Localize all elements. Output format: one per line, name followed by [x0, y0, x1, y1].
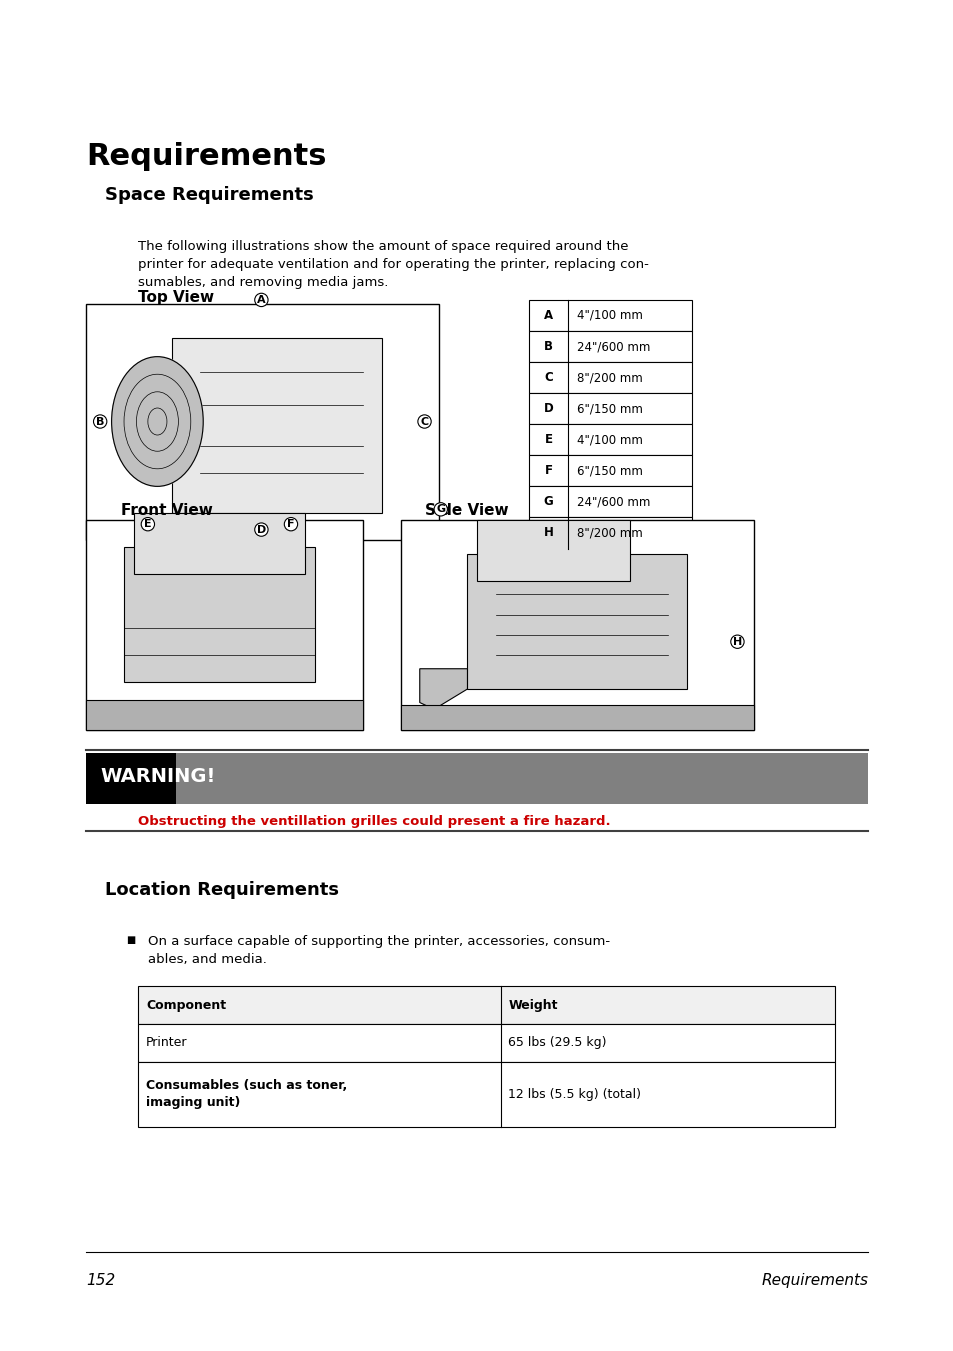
- Text: 4"/100 mm: 4"/100 mm: [577, 434, 642, 446]
- Bar: [138, 1062, 834, 1127]
- Text: D: D: [256, 524, 266, 535]
- Bar: [529, 455, 691, 486]
- Text: E: E: [544, 434, 552, 446]
- Text: On a surface capable of supporting the printer, accessories, consum-
ables, and : On a surface capable of supporting the p…: [148, 935, 609, 966]
- Text: 12 lbs (5.5 kg) (total): 12 lbs (5.5 kg) (total): [508, 1088, 640, 1101]
- Text: 6"/150 mm: 6"/150 mm: [577, 465, 642, 477]
- Text: H: H: [732, 636, 741, 647]
- Bar: [86, 753, 867, 804]
- Bar: [529, 424, 691, 455]
- Text: Consumables (such as toner,
imaging unit): Consumables (such as toner, imaging unit…: [146, 1079, 347, 1109]
- Bar: [138, 1024, 834, 1062]
- Text: F: F: [544, 465, 552, 477]
- FancyBboxPatch shape: [86, 304, 438, 540]
- Text: A: A: [256, 295, 266, 305]
- Bar: [529, 517, 691, 549]
- FancyBboxPatch shape: [172, 338, 381, 513]
- FancyBboxPatch shape: [400, 705, 753, 730]
- Text: Requirements: Requirements: [760, 1273, 867, 1288]
- Text: WARNING!: WARNING!: [100, 767, 215, 786]
- Bar: [138, 986, 834, 1024]
- Text: 24"/600 mm: 24"/600 mm: [577, 340, 650, 353]
- Text: 8"/200 mm: 8"/200 mm: [577, 372, 642, 384]
- Bar: [529, 331, 691, 362]
- Bar: [529, 486, 691, 517]
- FancyBboxPatch shape: [133, 513, 305, 574]
- Text: H: H: [543, 527, 553, 539]
- Text: Printer: Printer: [146, 1036, 188, 1050]
- Text: ■: ■: [126, 935, 135, 944]
- Text: Side View: Side View: [424, 503, 508, 517]
- Bar: [529, 300, 691, 331]
- Text: 152: 152: [86, 1273, 115, 1288]
- Text: Component: Component: [146, 998, 226, 1012]
- Circle shape: [112, 357, 203, 486]
- Text: Space Requirements: Space Requirements: [105, 186, 314, 204]
- Text: C: C: [543, 372, 553, 384]
- FancyBboxPatch shape: [400, 520, 753, 730]
- Text: Weight: Weight: [508, 998, 558, 1012]
- Text: 6"/150 mm: 6"/150 mm: [577, 403, 642, 415]
- Bar: [529, 393, 691, 424]
- Text: Obstructing the ventillation grilles could present a fire hazard.: Obstructing the ventillation grilles cou…: [138, 815, 610, 828]
- FancyBboxPatch shape: [86, 520, 362, 730]
- Text: 8"/200 mm: 8"/200 mm: [577, 527, 642, 539]
- Text: B: B: [96, 416, 104, 427]
- Text: 65 lbs (29.5 kg): 65 lbs (29.5 kg): [508, 1036, 606, 1050]
- Text: The following illustrations show the amount of space required around the
printer: The following illustrations show the amo…: [138, 240, 649, 289]
- Text: G: G: [436, 504, 445, 515]
- Bar: [176, 753, 867, 804]
- FancyBboxPatch shape: [476, 520, 629, 581]
- Text: A: A: [543, 309, 553, 322]
- Text: C: C: [420, 416, 428, 427]
- Text: E: E: [144, 519, 152, 530]
- Text: F: F: [287, 519, 294, 530]
- FancyBboxPatch shape: [86, 700, 362, 730]
- Text: 24"/600 mm: 24"/600 mm: [577, 496, 650, 508]
- Text: 4"/100 mm: 4"/100 mm: [577, 309, 642, 322]
- Text: D: D: [543, 403, 553, 415]
- Text: G: G: [543, 496, 553, 508]
- Bar: [529, 362, 691, 393]
- FancyBboxPatch shape: [467, 554, 686, 689]
- FancyBboxPatch shape: [124, 547, 314, 682]
- Text: Front View: Front View: [121, 503, 213, 517]
- Text: Location Requirements: Location Requirements: [105, 881, 338, 898]
- Polygon shape: [419, 669, 467, 709]
- Text: Top View: Top View: [138, 290, 214, 305]
- Text: Requirements: Requirements: [86, 142, 326, 170]
- Text: B: B: [543, 340, 553, 353]
